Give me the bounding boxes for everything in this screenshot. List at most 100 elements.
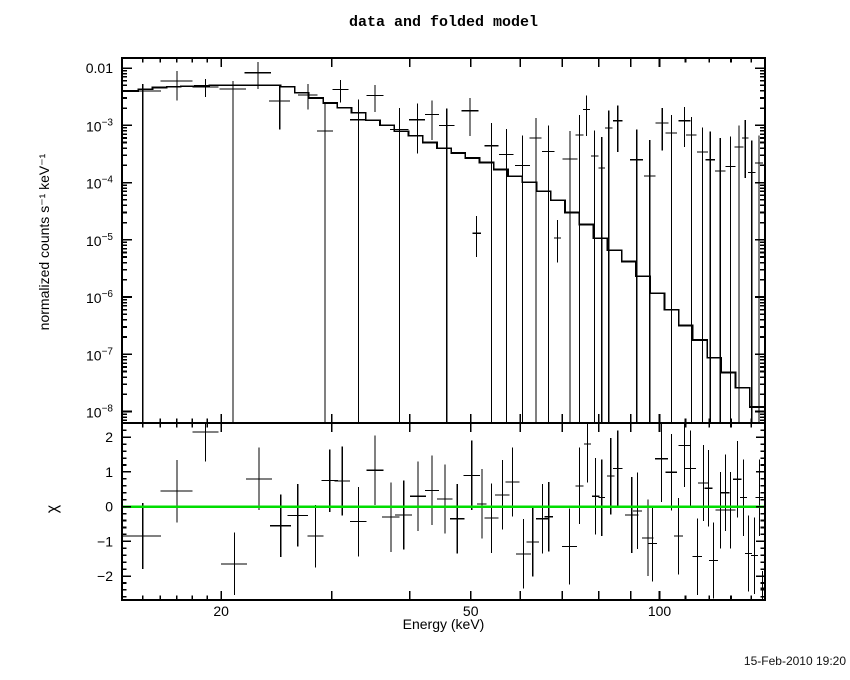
residual-data-point — [755, 459, 764, 536]
spectrum-data-point — [582, 95, 591, 137]
residual-data-point — [612, 430, 623, 507]
spectrum-data-point — [612, 105, 623, 153]
residual-data-point — [704, 450, 713, 527]
chi-tick-label: 2 — [105, 429, 113, 445]
residual-data-point — [544, 482, 553, 552]
y-tick-label: 10−5 — [86, 232, 113, 249]
spectrum-data-point — [741, 119, 749, 179]
spectrum-data-point — [160, 70, 193, 101]
residual-data-point — [425, 455, 439, 526]
y-tick-label: 10−8 — [86, 404, 113, 421]
spectrum-data-point — [122, 83, 162, 423]
spectrum-data-point — [725, 136, 736, 423]
y-tick-label: 10−3 — [86, 117, 113, 134]
residual-data-point — [591, 458, 600, 535]
residual-data-point — [192, 423, 219, 462]
spectrum-data-point — [655, 108, 669, 151]
residual-data-point — [536, 484, 549, 554]
spectrum-data-point — [366, 84, 384, 113]
chi-tick-label: −1 — [97, 533, 113, 549]
residual-data-point — [698, 444, 709, 522]
spectrum-data-point — [332, 79, 349, 103]
spectrum-data-point — [409, 103, 426, 154]
residual-data-point — [505, 447, 520, 517]
residual-data-point — [744, 515, 752, 592]
spectrum-data-point — [461, 98, 479, 137]
residual-data-point — [624, 476, 639, 554]
residual-data-point — [449, 484, 465, 554]
residuals-panel-frame — [121, 422, 766, 601]
chi-tick-label: 0 — [105, 499, 113, 515]
residual-data-point — [685, 430, 696, 507]
residual-data-point — [673, 497, 683, 575]
residual-data-point — [561, 508, 578, 585]
residual-data-point — [526, 507, 539, 577]
spectrum-data-point — [514, 135, 531, 423]
residual-data-point — [750, 517, 759, 594]
residual-data-point — [437, 464, 453, 534]
spectrum-data-point — [734, 125, 744, 423]
spectrum-data-point — [269, 85, 290, 130]
spectrum-data-point — [705, 131, 716, 423]
residual-data-point — [307, 504, 324, 568]
spectrum-data-point — [665, 115, 678, 423]
residual-data-point — [654, 423, 668, 503]
residual-data-point — [484, 483, 499, 553]
spectrum-data-point — [192, 78, 219, 98]
residual-data-point — [708, 522, 718, 599]
residual-data-point — [270, 494, 291, 557]
residual-data-point — [334, 446, 350, 516]
spectrum-data-point — [472, 216, 481, 258]
spectrum-data-point — [697, 127, 708, 423]
residual-data-point — [584, 423, 592, 483]
residual-data-point — [381, 482, 400, 552]
spectrum-data-point — [317, 103, 333, 423]
spectrum-data-point — [748, 140, 756, 423]
spectrum-data-point — [644, 140, 656, 423]
spectrum-data-point — [542, 125, 555, 423]
residuals-panel-data — [122, 423, 765, 600]
spectrum-data-point — [297, 83, 318, 110]
spectrum-data-point — [499, 129, 514, 423]
residual-data-point — [366, 435, 384, 505]
spectrum-data-point — [754, 135, 763, 423]
timestamp: 15-Feb-2010 19:20 — [743, 654, 846, 668]
residual-data-point — [495, 460, 510, 530]
residual-data-point — [665, 434, 678, 511]
residual-data-point — [409, 461, 426, 531]
spectrum-data-point — [685, 116, 697, 423]
spectrum-data-point — [678, 106, 691, 147]
spectrum-data-point — [390, 108, 409, 423]
residual-data-point — [575, 447, 584, 524]
residual-data-point — [642, 499, 654, 577]
residual-data-point — [725, 471, 736, 549]
residual-data-point — [515, 519, 532, 589]
spectrum-data-point — [484, 122, 499, 423]
spectrum-data-point — [575, 115, 584, 423]
residual-data-point — [648, 505, 657, 582]
spectrum-data-point — [715, 138, 726, 423]
residual-data-point — [607, 437, 615, 515]
tick-labels: 0.01 10−3 10−4 10−5 10−6 10−7 10−8 2 1 0 −1 −2 20 50 1… — [86, 60, 672, 619]
residual-data-point — [692, 518, 703, 595]
spectrum-panel-data — [122, 61, 765, 423]
residual-data-point — [287, 484, 308, 547]
residual-data-point — [733, 441, 742, 518]
residual-data-point — [740, 459, 747, 536]
residual-data-point — [633, 472, 643, 549]
spectrum-data-point — [529, 117, 542, 423]
residual-data-point — [245, 447, 272, 511]
spectrum-data-point — [425, 100, 439, 141]
spectrum-panel-frame — [121, 57, 766, 424]
y-tick-label: 0.01 — [86, 60, 113, 76]
spectrum-data-point — [244, 61, 271, 90]
y-axis-label-counts: normalized counts s⁻¹ keV⁻¹ — [36, 153, 52, 331]
spectrum-data-point — [630, 129, 644, 423]
residual-data-point — [715, 471, 726, 549]
y-tick-label: 10−6 — [86, 289, 113, 306]
residual-data-point — [678, 423, 691, 488]
residual-data-point — [598, 459, 606, 536]
y-tick-label: 10−7 — [86, 346, 113, 363]
